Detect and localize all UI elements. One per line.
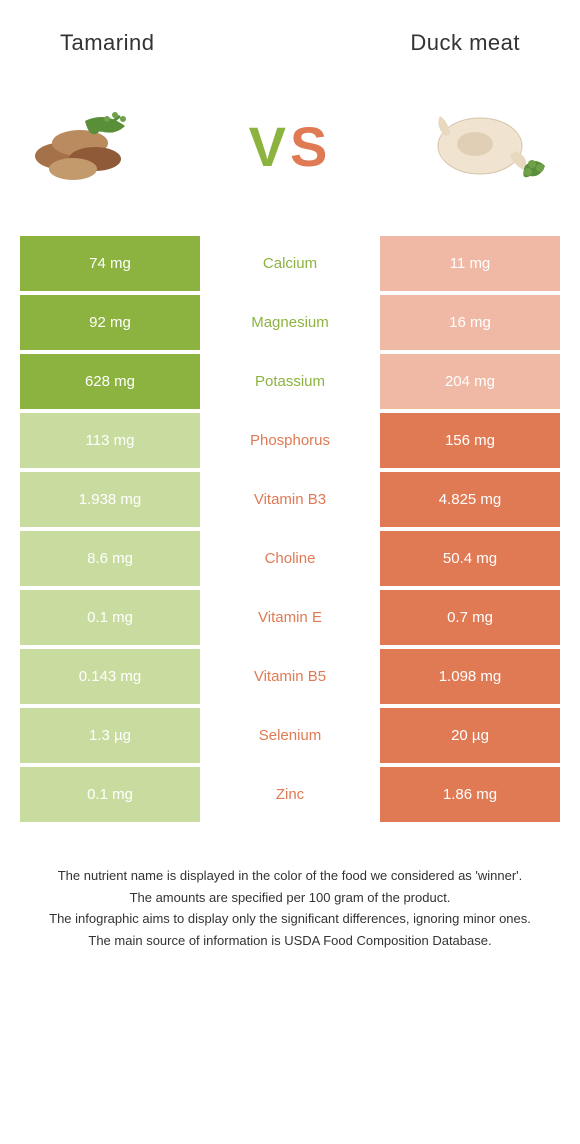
cell-nutrient-label: Vitamin B3 xyxy=(200,472,380,527)
cell-right-value: 156 mg xyxy=(380,413,560,468)
table-row: 1.938 mgVitamin B34.825 mg xyxy=(20,472,560,527)
vs-row: VS xyxy=(0,76,580,236)
cell-right-value: 0.7 mg xyxy=(380,590,560,645)
duck-image xyxy=(420,96,560,196)
cell-right-value: 1.86 mg xyxy=(380,767,560,822)
table-row: 74 mgCalcium11 mg xyxy=(20,236,560,291)
cell-right-value: 204 mg xyxy=(380,354,560,409)
cell-nutrient-label: Calcium xyxy=(200,236,380,291)
cell-left-value: 1.3 µg xyxy=(20,708,200,763)
cell-right-value: 4.825 mg xyxy=(380,472,560,527)
table-row: 92 mgMagnesium16 mg xyxy=(20,295,560,350)
cell-nutrient-label: Magnesium xyxy=(200,295,380,350)
vs-v: V xyxy=(249,115,290,178)
footer-line: The amounts are specified per 100 gram o… xyxy=(30,888,550,908)
cell-left-value: 0.143 mg xyxy=(20,649,200,704)
cell-right-value: 20 µg xyxy=(380,708,560,763)
cell-nutrient-label: Selenium xyxy=(200,708,380,763)
cell-nutrient-label: Vitamin B5 xyxy=(200,649,380,704)
cell-left-value: 74 mg xyxy=(20,236,200,291)
cell-nutrient-label: Potassium xyxy=(200,354,380,409)
cell-left-value: 8.6 mg xyxy=(20,531,200,586)
cell-right-value: 16 mg xyxy=(380,295,560,350)
header-title-left: Tamarind xyxy=(60,30,154,56)
cell-right-value: 11 mg xyxy=(380,236,560,291)
table-row: 0.1 mgZinc1.86 mg xyxy=(20,767,560,822)
footer-line: The main source of information is USDA F… xyxy=(30,931,550,951)
cell-left-value: 113 mg xyxy=(20,413,200,468)
tamarind-image xyxy=(20,96,160,196)
cell-left-value: 1.938 mg xyxy=(20,472,200,527)
vs-s: S xyxy=(290,115,331,178)
table-row: 0.1 mgVitamin E0.7 mg xyxy=(20,590,560,645)
cell-nutrient-label: Zinc xyxy=(200,767,380,822)
table-row: 628 mgPotassium204 mg xyxy=(20,354,560,409)
cell-left-value: 0.1 mg xyxy=(20,767,200,822)
footer-line: The infographic aims to display only the… xyxy=(30,909,550,929)
header-title-right: Duck meat xyxy=(410,30,520,56)
cell-left-value: 628 mg xyxy=(20,354,200,409)
vs-label: VS xyxy=(249,114,332,179)
table-row: 1.3 µgSelenium20 µg xyxy=(20,708,560,763)
header: Tamarind Duck meat xyxy=(0,0,580,76)
cell-nutrient-label: Phosphorus xyxy=(200,413,380,468)
comparison-table: 74 mgCalcium11 mg92 mgMagnesium16 mg628 … xyxy=(0,236,580,822)
table-row: 113 mgPhosphorus156 mg xyxy=(20,413,560,468)
cell-right-value: 1.098 mg xyxy=(380,649,560,704)
cell-nutrient-label: Choline xyxy=(200,531,380,586)
cell-left-value: 0.1 mg xyxy=(20,590,200,645)
table-row: 0.143 mgVitamin B51.098 mg xyxy=(20,649,560,704)
cell-nutrient-label: Vitamin E xyxy=(200,590,380,645)
cell-right-value: 50.4 mg xyxy=(380,531,560,586)
footer-line: The nutrient name is displayed in the co… xyxy=(30,866,550,886)
table-row: 8.6 mgCholine50.4 mg xyxy=(20,531,560,586)
cell-left-value: 92 mg xyxy=(20,295,200,350)
footer-notes: The nutrient name is displayed in the co… xyxy=(0,826,580,950)
